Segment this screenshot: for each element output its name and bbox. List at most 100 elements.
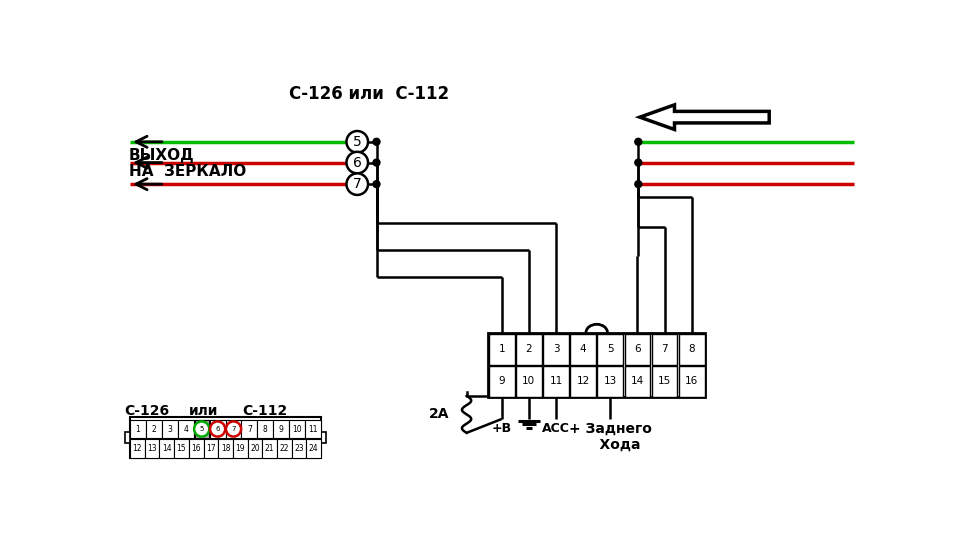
Bar	[516, 334, 541, 365]
Text: С-112: С-112	[242, 404, 287, 418]
Bar	[289, 420, 305, 438]
Text: 6: 6	[353, 156, 362, 170]
Text: 20: 20	[251, 444, 260, 453]
Bar	[159, 439, 174, 457]
Bar	[516, 366, 541, 397]
Bar	[489, 334, 515, 365]
Text: 13: 13	[147, 444, 156, 453]
Bar	[292, 439, 306, 457]
Bar	[543, 366, 569, 397]
Text: 4: 4	[580, 344, 587, 354]
Circle shape	[226, 421, 241, 436]
Bar	[131, 420, 146, 438]
Bar	[218, 439, 233, 457]
Text: +В: +В	[492, 422, 512, 435]
Circle shape	[635, 138, 642, 145]
Bar	[570, 334, 596, 365]
Circle shape	[635, 181, 642, 187]
Bar	[178, 420, 194, 438]
Text: 8: 8	[263, 424, 268, 434]
Bar	[306, 439, 321, 457]
Text: 13: 13	[604, 376, 617, 386]
Text: НА  ЗЕРКАЛО: НА ЗЕРКАЛО	[129, 164, 246, 179]
Text: 12: 12	[577, 376, 589, 386]
Text: 19: 19	[235, 444, 245, 453]
Text: 5: 5	[607, 344, 613, 354]
Text: 18: 18	[221, 444, 230, 453]
Text: 3: 3	[553, 344, 560, 354]
Text: 6: 6	[635, 344, 640, 354]
Circle shape	[373, 159, 380, 166]
Text: 2: 2	[525, 344, 532, 354]
Text: 14: 14	[162, 444, 172, 453]
Text: 15: 15	[658, 376, 671, 386]
Bar	[679, 366, 705, 397]
Bar	[262, 439, 277, 457]
Bar	[321, 432, 326, 443]
Polygon shape	[639, 105, 769, 130]
Text: 10: 10	[522, 376, 536, 386]
Bar	[305, 420, 321, 438]
Text: 2: 2	[152, 424, 156, 434]
Text: 8: 8	[688, 344, 695, 354]
Text: 10: 10	[293, 424, 302, 434]
Text: 16: 16	[685, 376, 698, 386]
Bar	[257, 420, 274, 438]
Circle shape	[373, 181, 380, 187]
Text: 15: 15	[177, 444, 186, 453]
Text: С-126 или  С-112: С-126 или С-112	[289, 85, 449, 103]
Text: 4: 4	[183, 424, 188, 434]
Text: 24: 24	[309, 444, 319, 453]
Text: 6: 6	[215, 426, 220, 432]
Bar	[652, 366, 678, 397]
Text: или: или	[188, 404, 218, 418]
Text: 5: 5	[353, 135, 362, 149]
Circle shape	[347, 131, 368, 153]
Text: 6: 6	[231, 424, 236, 434]
Circle shape	[194, 421, 209, 436]
Text: 9: 9	[498, 376, 505, 386]
Circle shape	[347, 152, 368, 173]
Text: 22: 22	[279, 444, 289, 453]
Bar	[125, 432, 131, 443]
Bar	[625, 366, 650, 397]
Bar	[274, 420, 289, 438]
Bar	[162, 420, 178, 438]
Text: 1: 1	[498, 344, 505, 354]
Bar	[145, 439, 159, 457]
Bar	[131, 439, 145, 457]
Text: 17: 17	[206, 444, 216, 453]
Text: 14: 14	[631, 376, 644, 386]
Text: 12: 12	[132, 444, 142, 453]
Text: АСС: АСС	[542, 422, 570, 435]
Bar	[489, 366, 515, 397]
Text: 7: 7	[661, 344, 668, 354]
Circle shape	[373, 138, 380, 145]
Text: 5: 5	[215, 424, 220, 434]
Circle shape	[635, 159, 642, 166]
Bar	[226, 420, 242, 438]
Text: 21: 21	[265, 444, 275, 453]
Text: 1: 1	[135, 424, 140, 434]
Bar	[625, 334, 650, 365]
Text: 7: 7	[353, 177, 362, 191]
Bar	[597, 366, 623, 397]
Bar	[277, 439, 292, 457]
Bar	[652, 334, 678, 365]
Text: 11: 11	[308, 424, 318, 434]
Text: 3: 3	[167, 424, 173, 434]
Text: 2А: 2А	[429, 407, 449, 421]
Bar	[233, 439, 248, 457]
Bar	[204, 439, 218, 457]
Text: ВЫХОД: ВЫХОД	[129, 148, 194, 163]
Bar	[146, 420, 162, 438]
Text: 7: 7	[231, 426, 236, 432]
Bar	[488, 333, 706, 397]
Text: 16: 16	[191, 444, 201, 453]
Bar	[131, 417, 321, 457]
Bar	[570, 366, 596, 397]
Bar	[543, 334, 569, 365]
Bar	[174, 439, 189, 457]
Text: 5: 5	[200, 426, 204, 432]
Text: 11: 11	[549, 376, 563, 386]
